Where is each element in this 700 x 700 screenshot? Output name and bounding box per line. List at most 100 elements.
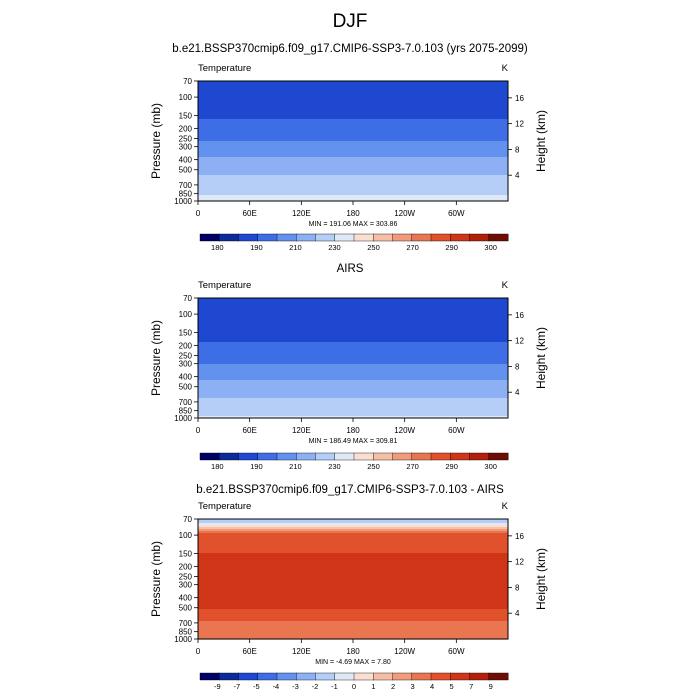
field-band [198,621,508,624]
pressure-tick-label: 850 [179,628,193,637]
field-band [198,635,508,638]
field-band [198,547,508,550]
field-band [198,197,508,200]
pressure-tick-label: 250 [179,134,193,143]
colorbar-label: 250 [367,243,380,252]
pressure-tick-label: 700 [179,619,193,628]
pressure-tick-label: 150 [179,328,193,337]
field-band [198,523,508,526]
field-band [198,625,508,628]
colorbar-label: 180 [211,243,224,252]
longitude-tick-label: 120E [292,209,311,218]
field-band [198,322,508,325]
field-band [198,364,508,367]
field-band [198,627,508,630]
colorbar-swatch [430,452,451,461]
temperature-field [198,519,508,640]
colorbar-swatch [488,452,509,461]
colorbar-label: 4 [430,682,434,691]
colorbar-swatch [469,672,490,681]
field-band [198,597,508,600]
colorbar-swatch [238,672,259,681]
pressure-tick-label: 150 [179,549,193,558]
height-tick-label: 8 [515,362,520,371]
field-band [198,330,508,333]
colorbar-swatch [334,672,355,681]
height-tick-label: 16 [515,94,524,103]
pressure-tick-label: 70 [183,294,192,303]
field-band [198,131,508,134]
field-band [198,187,508,190]
field-band [198,575,508,578]
field-band [198,601,508,604]
colorbar-swatch [276,452,297,461]
field-band [198,189,508,192]
pressure-tick-label: 300 [179,581,193,590]
colorbar-swatch [392,672,413,681]
longitude-tick-label: 180 [346,426,360,435]
pressure-tick-label: 100 [179,531,193,540]
field-band [198,179,508,182]
field-band [198,549,508,552]
height-tick-label: 12 [515,120,524,129]
field-band [198,199,508,202]
temperature-field [198,81,508,202]
colorbar-label: 250 [367,462,380,471]
colorbar-label: 7 [469,682,473,691]
field-band [198,185,508,188]
field-band [198,386,508,389]
field-band [198,527,508,530]
field-band [198,89,508,92]
field-band [198,410,508,413]
colorbar-label: 190 [250,243,263,252]
field-band [198,159,508,162]
field-band [198,165,508,168]
field-band [198,607,508,610]
field-band [198,308,508,311]
field-band [198,581,508,584]
colorbar-swatch [199,672,220,681]
field-band [198,356,508,359]
longitude-tick-label: 180 [346,647,360,656]
field-band [198,115,508,118]
field-band [198,543,508,546]
colorbar-swatch [334,233,355,242]
field-band [198,629,508,632]
colorbar-swatch [430,672,451,681]
colorbar: 180 190 210 230 250 270 290 300 [199,452,509,471]
colorbar-label: 230 [328,462,341,471]
panel-variable-label: Temperature [198,280,251,291]
longitude-tick-label: 120W [394,426,415,435]
field-band [198,531,508,534]
field-band [198,99,508,102]
colorbar-swatch [430,233,451,242]
field-band [198,334,508,337]
field-band [198,557,508,560]
field-band [198,561,508,564]
colorbar-swatch [219,672,239,681]
field-band [198,599,508,602]
height-tick-label: 4 [515,171,520,180]
height-tick-label: 16 [515,532,524,541]
field-band [198,300,508,303]
field-band [198,123,508,126]
pressure-tick-label: 850 [179,407,193,416]
field-band [198,569,508,572]
field-band [198,545,508,548]
field-band [198,378,508,381]
field-band [198,298,508,301]
colorbar-label: 270 [406,243,419,252]
field-band [198,145,508,148]
colorbar-swatch [334,452,355,461]
colorbar-swatch [238,233,259,242]
colorbar-swatch [411,233,432,242]
field-band [198,539,508,542]
longitude-tick-label: 60W [448,209,465,218]
field-band [198,637,508,640]
colorbar: -9 -7 -5 -4 -3 -2 -1 0 1 2 3 4 5 7 9 [199,672,509,691]
field-band [198,585,508,588]
field-band [198,615,508,618]
field-band [198,605,508,608]
field-band [198,521,508,524]
field-band [198,396,508,399]
